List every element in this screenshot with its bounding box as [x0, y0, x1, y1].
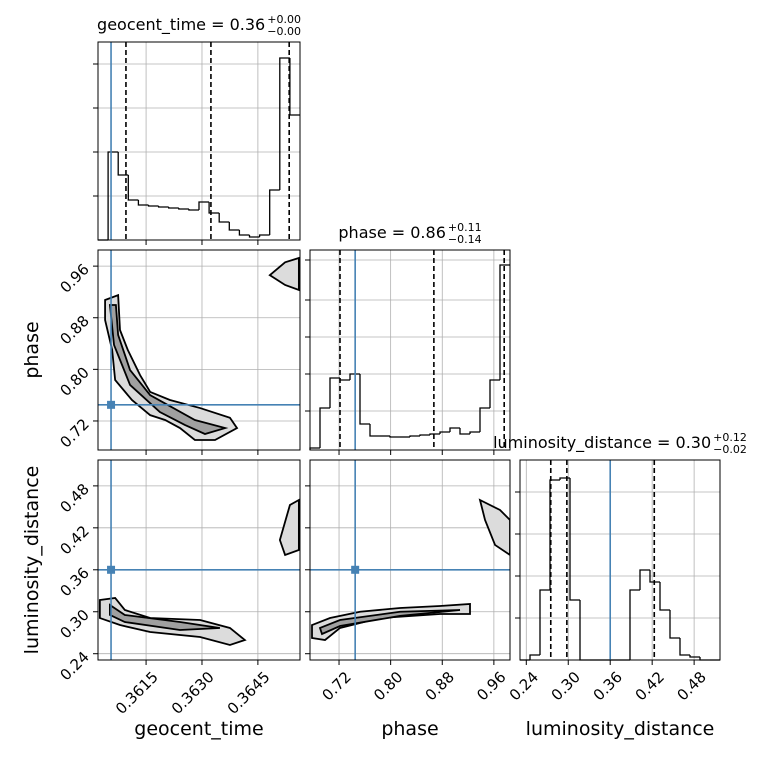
panel-frame	[97, 249, 301, 451]
title-upper: +0.11	[448, 221, 482, 234]
histogram-bin	[218, 213, 230, 223]
y-tick-label: 0.30	[56, 606, 92, 642]
histogram-bin	[329, 377, 340, 408]
histogram-bin	[107, 151, 119, 240]
x-tick-label: 0.80	[370, 668, 406, 704]
contour	[109, 603, 221, 631]
y-tick-label: 0.80	[56, 363, 92, 399]
histogram-bin	[689, 655, 700, 658]
panel-frame	[519, 459, 721, 661]
x-tick-label: 0.48	[674, 668, 710, 704]
x-axis-label: luminosity_distance	[526, 718, 715, 740]
title-upper: +0.00	[267, 13, 301, 26]
histogram-bin	[127, 175, 139, 201]
histogram-bin	[659, 582, 670, 611]
x-tick-label: 0.3630	[168, 668, 218, 718]
y-tick-label: 0.72	[56, 415, 92, 451]
y-tick-label: 0.42	[56, 522, 92, 558]
contour	[104, 293, 239, 441]
contour	[278, 498, 300, 557]
histogram-bin	[449, 427, 460, 432]
panel-frame	[309, 249, 511, 451]
x-tick-label: 0.88	[422, 668, 458, 704]
histogram-bin	[479, 407, 490, 432]
x-tick-label: 0.30	[548, 668, 584, 704]
histogram-bin	[429, 433, 440, 435]
contour	[268, 256, 300, 292]
x-axis-label: phase	[381, 718, 438, 740]
truth-marker	[107, 400, 116, 409]
x-tick-label: 0.42	[632, 668, 668, 704]
x-tick-label: 0.3645	[224, 668, 274, 718]
histogram-bin	[499, 264, 510, 380]
histogram-bin	[157, 206, 169, 208]
histogram-bin	[579, 600, 590, 661]
histogram-bin	[529, 654, 540, 660]
title-lower: −0.14	[448, 233, 482, 246]
histogram-bin	[469, 431, 480, 434]
panel-frame	[309, 459, 511, 661]
histogram-bin	[389, 436, 400, 438]
y-tick-label: 0.88	[56, 312, 92, 348]
truth-marker	[351, 565, 360, 574]
contour	[478, 498, 510, 557]
histogram-bin	[369, 424, 380, 437]
histogram-bin	[198, 201, 210, 210]
histogram-bin	[279, 57, 290, 190]
x-tick-label: 0.72	[318, 668, 354, 704]
histogram-bin	[178, 208, 189, 210]
contour	[318, 609, 461, 636]
panel-title: phase = 0.86	[338, 223, 445, 242]
histogram-bin	[289, 58, 300, 116]
y-axis-label: luminosity_distance	[21, 466, 43, 655]
histogram-bin	[208, 202, 220, 214]
panel-frame	[97, 41, 301, 241]
histogram-bin	[639, 569, 650, 590]
histogram-bin	[339, 378, 350, 381]
histogram-bin	[168, 207, 179, 209]
title-upper: +0.12	[713, 431, 747, 444]
histogram-bin	[359, 374, 370, 425]
histogram-bin	[228, 222, 240, 231]
histogram-bin	[669, 610, 680, 639]
histogram-bin	[238, 230, 250, 236]
histogram-bin	[137, 200, 149, 206]
histogram-bin	[419, 434, 430, 436]
histogram-bin	[459, 428, 470, 435]
contour	[108, 304, 229, 435]
x-tick-label: 0.36	[590, 668, 626, 704]
histogram-bin	[539, 589, 550, 655]
truth-marker	[107, 565, 116, 574]
title-lower: −0.00	[267, 25, 301, 38]
y-tick-label: 0.36	[56, 564, 92, 600]
panel-title: geocent_time = 0.36	[97, 15, 265, 35]
histogram-bin	[679, 638, 690, 656]
x-tick-label: 0.3615	[112, 668, 162, 718]
histogram-bin	[188, 209, 199, 211]
panel-frame	[97, 459, 301, 661]
histogram-bin	[629, 589, 640, 660]
y-tick-label: 0.48	[56, 480, 92, 516]
x-axis-label: geocent_time	[134, 718, 263, 740]
histogram-bin	[117, 152, 129, 176]
histogram-bin	[269, 189, 280, 235]
histogram-bin	[258, 234, 270, 237]
x-tick-label: 0.96	[473, 668, 509, 704]
histogram-bin	[649, 570, 660, 583]
histogram-bin	[349, 373, 360, 380]
x-tick-label: 0.24	[506, 668, 542, 704]
y-tick-label: 0.24	[56, 648, 92, 684]
histogram-bin	[439, 431, 450, 434]
panel-title: luminosity_distance = 0.30	[493, 433, 711, 453]
histogram-bin	[319, 407, 330, 448]
y-axis-label: phase	[21, 321, 43, 378]
histogram-bin	[147, 205, 159, 207]
y-tick-label: 0.96	[56, 260, 92, 296]
title-lower: −0.02	[713, 443, 747, 456]
histogram-bin	[489, 379, 500, 408]
histogram-bin	[569, 478, 580, 601]
histogram-bin	[409, 435, 420, 437]
histogram-bin	[248, 235, 260, 238]
